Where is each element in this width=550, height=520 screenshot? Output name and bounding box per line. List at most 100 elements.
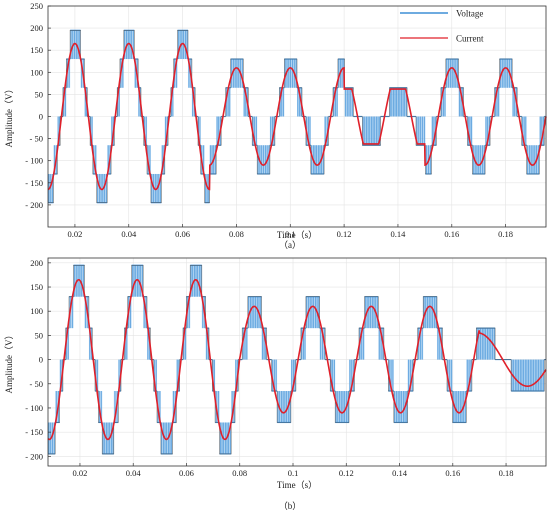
voltage-band bbox=[118, 359, 122, 392]
voltage-band bbox=[205, 328, 210, 360]
voltage-band bbox=[212, 359, 216, 392]
x-tick-label: 0.06 bbox=[179, 468, 194, 478]
y-axis-label-b: Amplitude（V） bbox=[4, 331, 14, 394]
voltage-band bbox=[73, 265, 85, 297]
voltage-band bbox=[164, 116, 169, 146]
y-tick-label: - 200 bbox=[25, 200, 43, 210]
reference-staircase bbox=[48, 265, 546, 455]
y-tick-label: - 150 bbox=[25, 427, 43, 437]
voltage-band bbox=[173, 59, 178, 88]
voltage-band bbox=[111, 116, 115, 146]
y-ticks-b: 200 150 100 50 0 - 50 - 100 - 150 - 200 bbox=[25, 258, 51, 461]
voltage-band bbox=[69, 296, 74, 329]
x-tick-label: 0.04 bbox=[126, 468, 142, 478]
y-tick-label: 50 bbox=[35, 330, 44, 340]
voltage-band bbox=[200, 145, 205, 174]
voltage-band bbox=[310, 145, 325, 174]
y-tick-label: 0 bbox=[39, 112, 43, 122]
x-tick-label: 0.02 bbox=[67, 229, 82, 239]
y-tick-label: - 100 bbox=[25, 156, 43, 166]
voltage-band bbox=[66, 59, 71, 88]
voltage-band bbox=[452, 391, 467, 423]
voltage-band bbox=[123, 30, 135, 60]
y-tick-label: - 100 bbox=[25, 403, 43, 413]
x-tick-label: 0.08 bbox=[229, 229, 244, 239]
voltage-band bbox=[147, 328, 151, 360]
voltage-band bbox=[277, 391, 291, 423]
voltage-band bbox=[176, 359, 180, 392]
caption-b: （b） bbox=[279, 501, 302, 511]
x-tick-label: 0.14 bbox=[391, 229, 407, 239]
voltage-band bbox=[57, 116, 61, 146]
voltage-band bbox=[186, 296, 191, 329]
voltage-band bbox=[215, 391, 220, 423]
y-tick-label: - 50 bbox=[30, 379, 43, 389]
voltage-band bbox=[170, 87, 174, 117]
x-ticks-b: 0.02 0.04 0.06 0.08 0.1 0.12 0.14 0.16 0.18 bbox=[73, 463, 514, 478]
legend: Voltage Current bbox=[400, 9, 484, 44]
voltage-band bbox=[305, 296, 320, 329]
y-tick-label: 150 bbox=[30, 45, 43, 55]
x-ticks-a: 0.02 0.04 0.06 0.08 0.1 0.12 0.14 0.16 0.18 bbox=[67, 224, 513, 239]
y-tick-label: 100 bbox=[30, 306, 43, 316]
voltage-band bbox=[59, 359, 63, 392]
voltage-band bbox=[337, 59, 345, 88]
voltage-band bbox=[124, 328, 128, 360]
y-ticks-a: 250 200 150 100 50 0 - 50 - 100 - 150 - 200 bbox=[25, 1, 51, 210]
y-tick-label: 50 bbox=[35, 89, 44, 99]
current-curve bbox=[47, 42, 547, 191]
legend-voltage-label: Voltage bbox=[456, 9, 483, 19]
voltage-band bbox=[423, 296, 437, 329]
voltage-band bbox=[119, 59, 124, 88]
x-tick-label: 0.08 bbox=[232, 468, 247, 478]
reference-series-b bbox=[48, 265, 546, 455]
y-tick-label: 200 bbox=[30, 23, 43, 33]
voltage-band bbox=[127, 296, 132, 329]
x-axis-label-b: Time（s） bbox=[277, 480, 317, 490]
y-tick-label: 200 bbox=[30, 258, 43, 268]
y-tick-label: - 150 bbox=[25, 178, 43, 188]
panel-b: 200 150 100 50 0 - 50 - 100 - 150 - 200 0.02 0.04… bbox=[4, 257, 547, 511]
voltage-band bbox=[138, 87, 141, 117]
current-series-b bbox=[47, 278, 547, 441]
x-axis-label-a: Time（s） bbox=[277, 230, 317, 240]
voltage-band bbox=[157, 391, 161, 423]
voltage-band bbox=[183, 328, 187, 360]
x-tick-label: 0.18 bbox=[499, 468, 514, 478]
voltage-band bbox=[92, 145, 97, 174]
voltage-band bbox=[364, 296, 379, 329]
x-tick-label: 0.06 bbox=[175, 229, 190, 239]
x-tick-label: 0.16 bbox=[445, 468, 460, 478]
y-tick-label: 0 bbox=[39, 355, 43, 365]
y-tick-label: - 200 bbox=[25, 451, 43, 461]
voltage-band bbox=[62, 87, 67, 117]
voltage-band bbox=[247, 296, 262, 329]
x-tick-label: 0.12 bbox=[337, 229, 352, 239]
voltage-band bbox=[147, 145, 151, 174]
voltage-band bbox=[117, 87, 120, 117]
voltage-band bbox=[235, 359, 239, 392]
x-tick-label: 0.16 bbox=[444, 229, 459, 239]
x-tick-label: 0.12 bbox=[339, 468, 354, 478]
current-curve bbox=[47, 278, 547, 441]
plot-frame-b bbox=[47, 257, 547, 467]
x-tick-label: 0.14 bbox=[392, 468, 408, 478]
x-tick-label: 0.02 bbox=[73, 468, 88, 478]
x-tick-label: 0.1 bbox=[288, 468, 299, 478]
voltage-band bbox=[96, 173, 108, 203]
voltage-band bbox=[324, 116, 329, 146]
voltage-band bbox=[90, 116, 93, 146]
y-tick-label: 100 bbox=[30, 67, 43, 77]
y-tick-label: 150 bbox=[30, 282, 43, 292]
voltage-band bbox=[143, 116, 148, 146]
voltage-band bbox=[98, 391, 103, 423]
caption-a: （a） bbox=[279, 240, 301, 250]
voltage-band bbox=[65, 328, 70, 360]
x-tick-label: 0.04 bbox=[121, 229, 137, 239]
y-tick-label: 250 bbox=[30, 1, 43, 11]
x-tick-label: 0.18 bbox=[498, 229, 513, 239]
legend-current-label: Current bbox=[456, 34, 484, 44]
